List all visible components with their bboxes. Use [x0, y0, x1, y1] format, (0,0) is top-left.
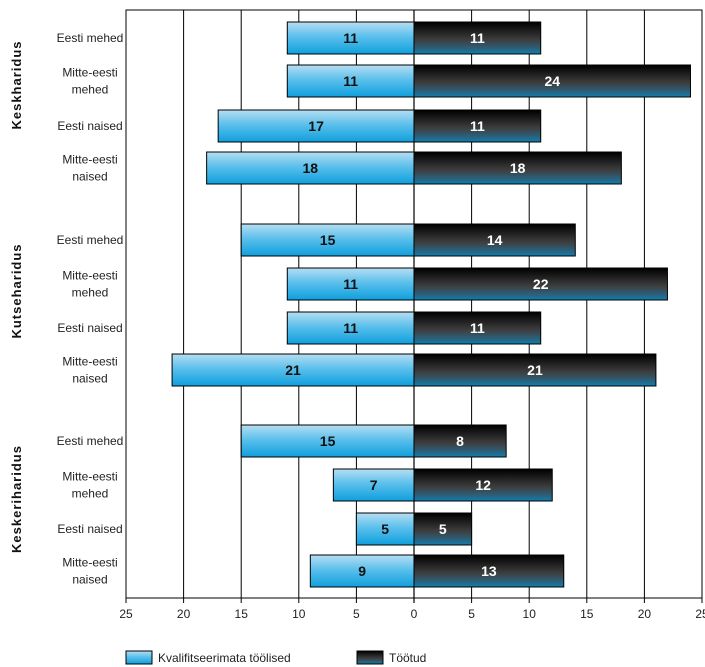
bar-value-label: 11: [470, 320, 485, 336]
bar-kvalifitseerimata: [240, 223, 415, 257]
bar-value-label: 11: [343, 30, 358, 46]
legend-swatch-tootud: [356, 650, 384, 665]
bar-kvalifitseerimata: [217, 109, 415, 143]
bar-tootud: [413, 151, 622, 185]
legend-label: Kvalifitseerimata töölised: [158, 651, 291, 665]
bar-kvalifitseerimata: [286, 64, 415, 98]
x-tick-label: 0: [411, 607, 418, 621]
bar-value-label: 21: [285, 362, 301, 378]
bar-value-label: 11: [343, 276, 358, 292]
bar-tootud: [413, 468, 553, 502]
category-label: Eesti mehed: [57, 233, 124, 247]
bar-value-label: 18: [303, 160, 319, 176]
legend-label: Töötud: [389, 651, 426, 665]
bar-value-label: 11: [343, 320, 358, 336]
bar-value-label: 8: [456, 433, 464, 449]
bar-value-label: 11: [470, 118, 485, 134]
bar-tootud: [413, 554, 565, 588]
bar-kvalifitseerimata: [240, 424, 415, 458]
bar-value-label: 15: [320, 232, 336, 248]
x-tick-label: 25: [695, 607, 705, 621]
bar-kvalifitseerimata: [206, 151, 415, 185]
bar-tootud: [413, 512, 473, 546]
category-label: Mitte-eesti mehed: [62, 470, 117, 501]
bar-kvalifitseerimata: [286, 21, 415, 55]
x-tick-label: 5: [353, 607, 360, 621]
bar-value-label: 17: [308, 118, 324, 134]
grid: [125, 9, 703, 603]
bar-kvalifitseerimata: [171, 353, 415, 387]
category-label: Mitte-eesti naised: [62, 556, 117, 587]
bar-value-label: 22: [533, 276, 549, 292]
bar-value-label: 7: [370, 477, 378, 493]
bar-tootud: [413, 311, 542, 345]
category-label: Eesti naised: [57, 119, 122, 133]
legend-item: Kvalifitseerimata töölised: [125, 650, 291, 665]
bar-kvalifitseerimata: [309, 554, 415, 588]
bar-value-label: 13: [481, 563, 497, 579]
x-tick-label: 10: [523, 607, 537, 621]
bar-value-label: 12: [475, 477, 491, 493]
bars: [171, 21, 691, 588]
category-label: Eesti naised: [57, 522, 122, 536]
bar-kvalifitseerimata: [355, 512, 415, 546]
category-label: Eesti naised: [57, 321, 122, 335]
category-label: Eesti mehed: [57, 434, 124, 448]
bar-tootud: [413, 223, 576, 257]
bar-value-label: 24: [544, 73, 560, 89]
x-tick-label: 15: [580, 607, 594, 621]
x-tick-label: 15: [235, 607, 249, 621]
category-label: Mitte-eesti mehed: [62, 66, 117, 97]
x-tick-label: 5: [468, 607, 475, 621]
bar-tootud: [413, 21, 542, 55]
bar-tootud: [413, 64, 691, 98]
legend-item: Töötud: [356, 650, 426, 665]
bar-value-label: 5: [439, 521, 447, 537]
x-tick-label: 25: [119, 607, 133, 621]
category-label: Mitte-eesti mehed: [62, 269, 117, 300]
bar-tootud: [413, 353, 657, 387]
legend: Kvalifitseerimata töölised Töötud: [125, 650, 426, 665]
bar-value-label: 11: [470, 30, 485, 46]
legend-swatch-kvalifitseerimata: [125, 650, 153, 665]
group-label: Keskeriharidus: [9, 445, 24, 553]
group-label: Keskharidus: [9, 40, 24, 129]
bar-tootud: [413, 267, 668, 301]
x-tick-label: 20: [638, 607, 652, 621]
category-label: Eesti mehed: [57, 31, 124, 45]
group-label: Kutseharidus: [9, 243, 24, 338]
bar-value-label: 15: [320, 433, 336, 449]
bar-value-label: 14: [487, 232, 503, 248]
bar-tootud: [413, 424, 507, 458]
category-label: Mitte-eesti naised: [62, 153, 117, 184]
x-tick-label: 10: [292, 607, 306, 621]
bar-tootud: [413, 109, 542, 143]
bar-value-label: 18: [510, 160, 526, 176]
bar-value-label: 11: [343, 73, 358, 89]
bar-value-label: 5: [381, 521, 389, 537]
x-axis: 25 20 15 10 5 0 5 10 15 20 25: [119, 607, 705, 621]
x-tick-label: 20: [177, 607, 191, 621]
bar-value-label: 9: [358, 563, 366, 579]
bar-value-label: 21: [527, 362, 543, 378]
labels: Keskharidus 11 11 Eesti mehed 11 24 Mitte-eest…: [9, 30, 560, 587]
category-label: Mitte-eesti naised: [62, 355, 117, 386]
